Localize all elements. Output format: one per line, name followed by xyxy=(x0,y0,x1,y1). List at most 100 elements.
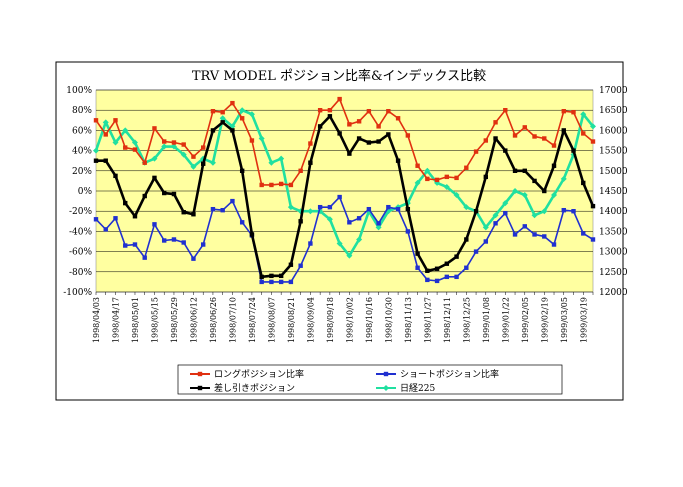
data-point xyxy=(200,145,206,150)
series-line xyxy=(95,196,594,283)
y-tick-label-right: 13000 xyxy=(599,248,628,258)
data-point xyxy=(171,191,177,197)
data-point xyxy=(151,155,158,162)
data-point xyxy=(132,214,138,219)
x-axis: 1998/04/03 1998/04/17 1998/05/01 1998/05/15… xyxy=(92,292,594,343)
data-point xyxy=(200,242,206,247)
data-point xyxy=(210,128,216,133)
data-point xyxy=(590,123,596,130)
data-point xyxy=(482,224,489,231)
data-point xyxy=(415,251,420,256)
y-tick-label-right: 12500 xyxy=(599,268,628,278)
x-tick-label: 1998/12/25 xyxy=(462,297,471,343)
data-point xyxy=(551,192,558,199)
data-point xyxy=(542,234,547,239)
data-point xyxy=(383,385,389,391)
x-tick-label: 1998/06/26 xyxy=(209,297,218,343)
data-point xyxy=(493,120,498,125)
y-tick-label-left: 0% xyxy=(78,187,93,197)
x-tick-label: 1999/01/22 xyxy=(501,297,510,343)
data-point xyxy=(191,256,196,261)
data-point xyxy=(259,182,264,188)
legend-label: ロングポジション比率 xyxy=(214,368,304,380)
data-point xyxy=(531,212,538,219)
y-tick-label-right: 13500 xyxy=(599,227,628,237)
data-point xyxy=(93,217,99,222)
data-point xyxy=(180,151,187,158)
data-point xyxy=(287,204,294,211)
data-point xyxy=(581,231,586,236)
y-axis-right: 17000 16500 16000 15500 15000 14500 14000 13500… xyxy=(599,86,628,298)
data-point xyxy=(269,182,274,188)
data-point xyxy=(464,237,469,242)
data-point xyxy=(336,240,343,247)
data-point xyxy=(376,124,381,129)
y-tick-label-left: -100% xyxy=(63,288,92,298)
y-axis-left: 100% 80% 60% 40% 20% 0% -20% -40% -60% -80% -100% xyxy=(63,86,92,298)
data-point xyxy=(181,240,186,245)
x-tick-label: 1998/07/24 xyxy=(248,297,257,343)
data-point xyxy=(454,254,459,259)
x-tick-label: 1998/08/21 xyxy=(287,297,296,343)
data-point xyxy=(376,221,381,226)
x-tick-label: 1998/09/04 xyxy=(306,297,315,343)
data-point xyxy=(298,263,303,268)
data-point xyxy=(356,236,363,243)
data-point xyxy=(395,158,401,163)
y-tick-label-left: 100% xyxy=(66,86,92,96)
y-tick-label-right: 16500 xyxy=(599,106,628,116)
data-point xyxy=(190,163,197,170)
data-point xyxy=(444,261,450,266)
data-point xyxy=(210,206,216,212)
x-tick-label: 1998/05/15 xyxy=(150,297,159,343)
data-point xyxy=(131,139,138,146)
series-line xyxy=(96,114,595,279)
data-point xyxy=(317,204,323,210)
x-tick-label: 1999/02/19 xyxy=(540,297,549,343)
x-tick-label: 1999/01/08 xyxy=(482,297,491,343)
chart-outer-frame xyxy=(55,61,624,401)
data-point xyxy=(405,133,411,138)
x-tick-label: 1998/04/17 xyxy=(111,297,120,343)
data-point xyxy=(454,274,459,280)
chart-title: TRV MODEL ポジション比率&インデックス比較 xyxy=(192,68,486,84)
data-point xyxy=(366,109,372,114)
data-point xyxy=(395,116,401,121)
data-point xyxy=(434,278,440,284)
data-point xyxy=(473,209,479,214)
data-point xyxy=(512,168,518,173)
data-point xyxy=(560,175,567,182)
data-point xyxy=(288,279,294,285)
series-line xyxy=(95,98,594,186)
x-tick-label: 1998/10/16 xyxy=(365,297,374,343)
data-point xyxy=(162,238,167,243)
legend-item-1: ロングポジション比率 xyxy=(190,368,304,380)
series-line xyxy=(94,108,595,257)
data-point xyxy=(444,174,450,180)
data-point xyxy=(347,151,352,156)
data-point xyxy=(464,265,469,270)
data-point xyxy=(424,167,431,174)
legend-item-3: 差し引きポジション xyxy=(190,382,295,394)
data-point xyxy=(327,108,333,113)
data-point xyxy=(162,139,167,144)
data-point xyxy=(152,222,157,227)
data-point xyxy=(170,143,177,150)
data-point xyxy=(122,127,129,134)
series-4 xyxy=(93,107,596,259)
y-tick-label-left: -60% xyxy=(69,248,92,258)
series-2 xyxy=(93,194,596,285)
data-point xyxy=(259,274,264,280)
data-point xyxy=(248,111,255,118)
data-point xyxy=(123,243,128,248)
data-point xyxy=(239,168,245,173)
x-tick-label: 1998/06/12 xyxy=(189,297,198,343)
data-point xyxy=(337,194,342,200)
series-1 xyxy=(93,96,596,188)
data-point xyxy=(532,134,537,139)
data-point xyxy=(454,175,459,181)
x-tick-label: 1998/10/02 xyxy=(345,297,354,343)
y-tick-label-right: 14500 xyxy=(599,187,628,197)
data-point xyxy=(453,192,460,199)
